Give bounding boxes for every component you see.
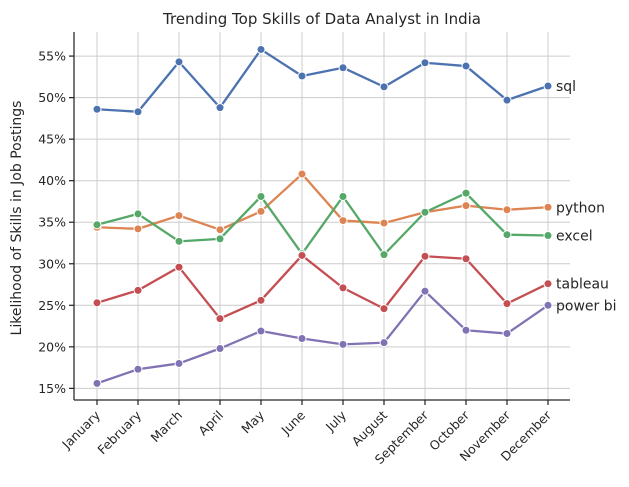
x-tick-label: June <box>278 407 309 438</box>
data-point-sql <box>297 71 307 81</box>
y-tick-label: 55% <box>38 49 66 64</box>
data-point-excel <box>215 234 225 244</box>
data-point-python <box>543 202 553 212</box>
data-point-sql <box>92 104 102 114</box>
data-point-power-bi <box>133 364 143 374</box>
data-point-sql <box>133 107 143 117</box>
y-tick-label: 20% <box>38 339 66 354</box>
data-point-sql <box>256 44 266 54</box>
x-tick-label: May <box>238 407 267 436</box>
data-point-python <box>256 206 266 216</box>
data-point-tableau <box>502 299 512 309</box>
series-label-python: python <box>556 200 605 216</box>
series-label-tableau: tableau <box>556 277 609 293</box>
data-point-excel <box>379 250 389 260</box>
data-point-power-bi <box>174 358 184 368</box>
series-tableau <box>92 250 553 324</box>
series-line-python <box>95 172 550 231</box>
data-point-sql <box>502 95 512 105</box>
y-tick-label: 35% <box>38 215 66 230</box>
y-tick-label: 25% <box>38 298 66 313</box>
x-tick-label: April <box>195 408 226 439</box>
data-point-excel <box>543 231 553 241</box>
data-point-tableau <box>256 295 266 305</box>
data-point-excel <box>256 191 266 201</box>
y-tick-label: 40% <box>38 173 66 188</box>
data-point-sql <box>461 61 471 71</box>
y-tick-label: 30% <box>38 256 66 271</box>
data-point-excel <box>338 191 348 201</box>
data-point-tableau <box>461 254 471 264</box>
series-label-sql: sql <box>556 79 576 95</box>
y-tick-label: 45% <box>38 132 66 147</box>
series-label-power-bi: power bi <box>556 298 617 314</box>
data-point-excel <box>133 209 143 219</box>
data-point-power-bi <box>502 329 512 339</box>
data-point-sql <box>379 82 389 92</box>
data-point-sql <box>543 81 553 91</box>
data-point-python <box>461 201 471 211</box>
data-point-power-bi <box>420 286 430 296</box>
data-point-tableau <box>92 298 102 308</box>
data-point-python <box>174 211 184 221</box>
x-tick-label: March <box>148 408 186 446</box>
data-point-python <box>215 225 225 235</box>
series-sql <box>92 44 553 117</box>
data-point-tableau <box>543 279 553 289</box>
data-point-sql <box>420 58 430 68</box>
data-point-power-bi <box>543 300 553 310</box>
series-label-excel: excel <box>556 229 593 245</box>
data-point-tableau <box>133 285 143 295</box>
data-point-sql <box>174 57 184 67</box>
data-point-excel <box>502 230 512 240</box>
y-tick-label: 50% <box>38 90 66 105</box>
data-point-excel <box>92 220 102 230</box>
data-point-power-bi <box>256 326 266 336</box>
data-point-power-bi <box>379 338 389 348</box>
data-point-power-bi <box>92 378 102 388</box>
data-point-python <box>502 205 512 215</box>
data-point-python <box>379 218 389 228</box>
data-point-sql <box>338 63 348 73</box>
data-point-tableau <box>174 262 184 272</box>
y-axis-label: Likelihood of Skills in Job Postings <box>9 101 25 336</box>
series-line-power-bi <box>95 290 550 385</box>
series-power-bi <box>92 286 553 388</box>
data-point-python <box>133 224 143 234</box>
data-point-tableau <box>215 314 225 324</box>
chart-title: Trending Top Skills of Data Analyst in I… <box>162 10 481 28</box>
data-point-tableau <box>338 283 348 293</box>
data-point-power-bi <box>338 339 348 349</box>
data-point-power-bi <box>461 325 471 335</box>
series-labels: sql python excel tableau power bi <box>556 79 617 314</box>
data-point-excel <box>174 236 184 246</box>
series-line-sql <box>95 48 550 113</box>
series-excel <box>92 188 553 260</box>
series-line-excel <box>95 192 550 256</box>
y-tick-label: 15% <box>38 381 66 396</box>
data-point-python <box>297 169 307 179</box>
x-tick-label: July <box>322 407 350 435</box>
series-python <box>92 169 553 235</box>
series-line-tableau <box>95 254 550 320</box>
data-point-excel <box>461 188 471 198</box>
data-point-power-bi <box>297 334 307 344</box>
data-point-power-bi <box>215 343 225 353</box>
data-point-sql <box>215 103 225 113</box>
x-tick-label: February <box>94 407 144 457</box>
data-point-python <box>338 216 348 226</box>
grid <box>74 32 570 400</box>
data-point-tableau <box>420 251 430 261</box>
data-point-tableau <box>379 304 389 314</box>
data-point-tableau <box>297 250 307 260</box>
series-layer <box>92 44 553 388</box>
data-point-excel <box>420 207 430 217</box>
